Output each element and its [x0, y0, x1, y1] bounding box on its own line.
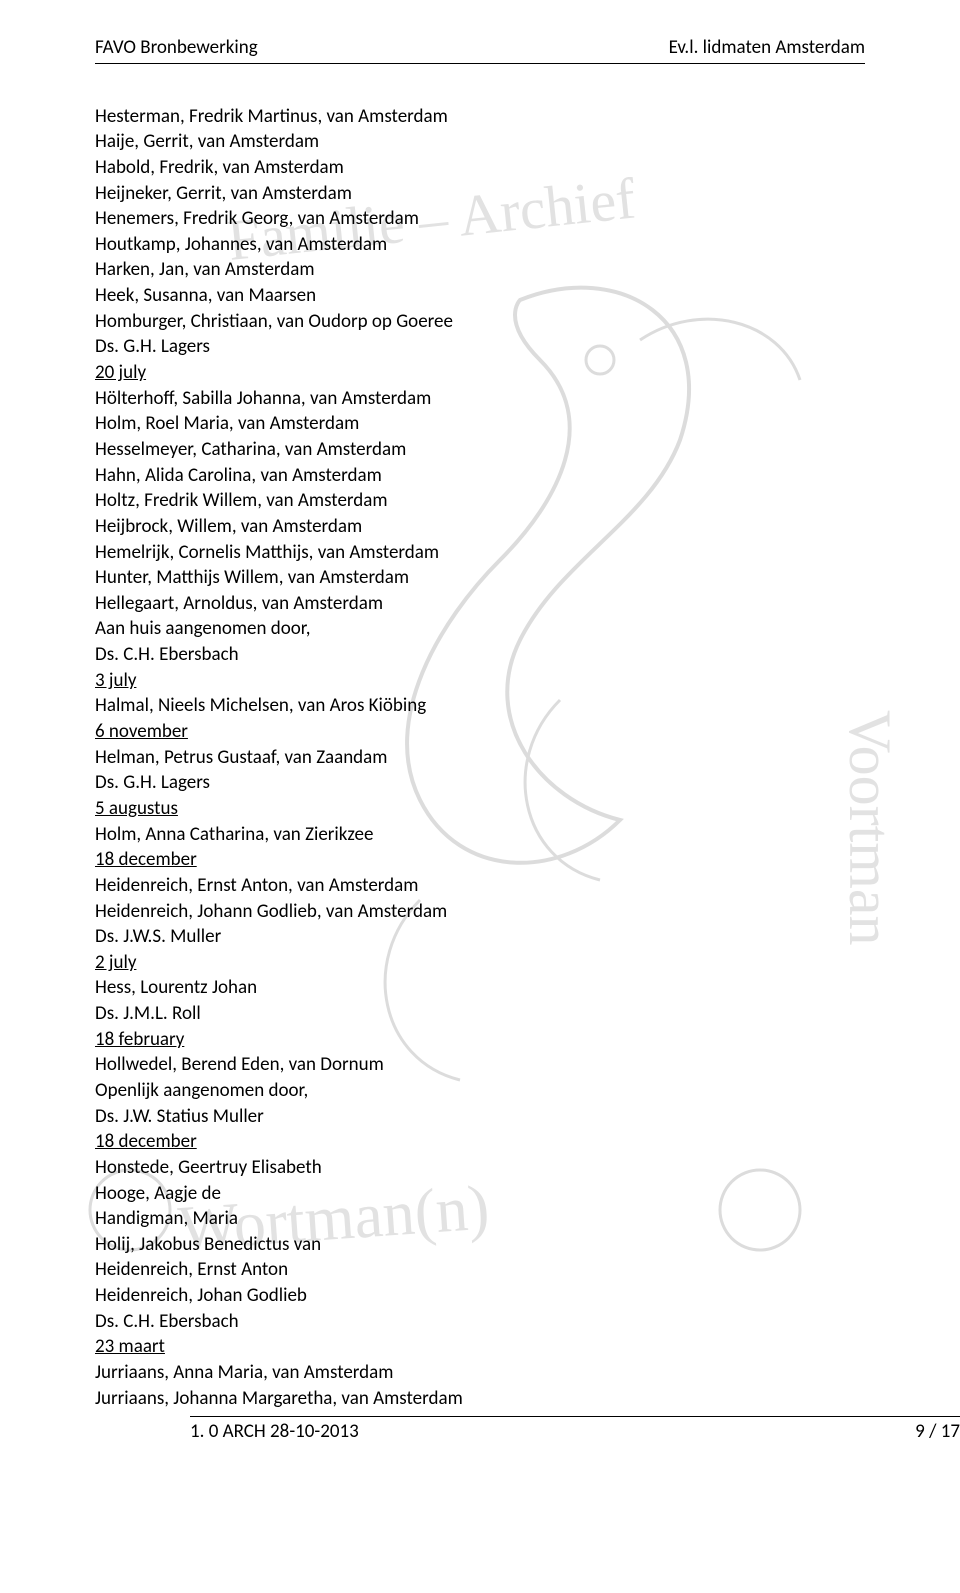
- entry-line: Heidenreich, Johann Godlieb, van Amsterd…: [95, 899, 865, 925]
- entry-line: Heijbrock, Willem, van Amsterdam: [95, 514, 865, 540]
- entry-line: Ds. J.W.S. Muller: [95, 924, 865, 950]
- date-line: 18 december: [95, 1129, 865, 1155]
- document-body: Hesterman, Fredrik Martinus, van Amsterd…: [95, 104, 865, 1412]
- entry-line: Hesselmeyer, Catharina, van Amsterdam: [95, 437, 865, 463]
- entry-line: Henemers, Fredrik Georg, van Amsterdam: [95, 206, 865, 232]
- entry-line: Hölterhoff, Sabilla Johanna, van Amsterd…: [95, 386, 865, 412]
- entry-line: Harken, Jan, van Amsterdam: [95, 257, 865, 283]
- entry-line: Hemelrijk, Cornelis Matthijs, van Amster…: [95, 540, 865, 566]
- entry-line: Handigman, Maria: [95, 1206, 865, 1232]
- entry-line: Ds. C.H. Ebersbach: [95, 1309, 865, 1335]
- entry-line: Holij, Jakobus Benedictus van: [95, 1232, 865, 1258]
- page-footer: 1. 0 ARCH 28-10-2013 9 / 17: [190, 1416, 960, 1445]
- entry-line: Hooge, Aagje de: [95, 1181, 865, 1207]
- entry-line: Halmal, Nieels Michelsen, van Aros Kiöbi…: [95, 693, 865, 719]
- entry-line: Ds. J.W. Statius Muller: [95, 1104, 865, 1130]
- entry-line: Holtz, Fredrik Willem, van Amsterdam: [95, 488, 865, 514]
- entry-line: Holm, Anna Catharina, van Zierikzee: [95, 822, 865, 848]
- date-line: 5 augustus: [95, 796, 865, 822]
- entry-line: Ds. G.H. Lagers: [95, 770, 865, 796]
- entry-line: Holm, Roel Maria, van Amsterdam: [95, 411, 865, 437]
- page-header: FAVO Bronbewerking Ev.l. lidmaten Amster…: [95, 35, 865, 64]
- header-left: FAVO Bronbewerking: [95, 35, 258, 61]
- date-line: 18 february: [95, 1027, 865, 1053]
- date-line: 6 november: [95, 719, 865, 745]
- entry-line: Heidenreich, Ernst Anton: [95, 1257, 865, 1283]
- date-line: 18 december: [95, 847, 865, 873]
- date-line: 20 july: [95, 360, 865, 386]
- footer-right: 9 / 17: [915, 1419, 960, 1445]
- entry-line: Helman, Petrus Gustaaf, van Zaandam: [95, 745, 865, 771]
- document-page: Familie – Archief Voortman Wortman(n) FA…: [0, 0, 960, 1593]
- entry-line: Homburger, Christiaan, van Oudorp op Goe…: [95, 309, 865, 335]
- entry-line: Honstede, Geertruy Elisabeth: [95, 1155, 865, 1181]
- entry-line: Hellegaart, Arnoldus, van Amsterdam: [95, 591, 865, 617]
- entry-line: Hesterman, Fredrik Martinus, van Amsterd…: [95, 104, 865, 130]
- entry-line: Jurriaans, Anna Maria, van Amsterdam: [95, 1360, 865, 1386]
- entry-line: Hollwedel, Berend Eden, van Dornum: [95, 1052, 865, 1078]
- footer-left: 1. 0 ARCH 28-10-2013: [190, 1419, 359, 1445]
- entry-line: Habold, Fredrik, van Amsterdam: [95, 155, 865, 181]
- entry-line: Heidenreich, Johan Godlieb: [95, 1283, 865, 1309]
- entry-line: Hahn, Alida Carolina, van Amsterdam: [95, 463, 865, 489]
- entry-line: Hess, Lourentz Johan: [95, 975, 865, 1001]
- entry-line: Heijneker, Gerrit, van Amsterdam: [95, 181, 865, 207]
- entry-line: Haije, Gerrit, van Amsterdam: [95, 129, 865, 155]
- header-right: Ev.l. lidmaten Amsterdam: [669, 35, 865, 61]
- date-line: 2 july: [95, 950, 865, 976]
- entry-line: Houtkamp, Johannes, van Amsterdam: [95, 232, 865, 258]
- date-line: 3 july: [95, 668, 865, 694]
- entry-line: Heidenreich, Ernst Anton, van Amsterdam: [95, 873, 865, 899]
- entry-line: Jurriaans, Johanna Margaretha, van Amste…: [95, 1386, 865, 1412]
- entry-line: Aan huis aangenomen door,: [95, 616, 865, 642]
- entry-line: Openlijk aangenomen door,: [95, 1078, 865, 1104]
- entry-line: Hunter, Matthijs Willem, van Amsterdam: [95, 565, 865, 591]
- date-line: 23 maart: [95, 1334, 865, 1360]
- entry-line: Heek, Susanna, van Maarsen: [95, 283, 865, 309]
- entry-line: Ds. C.H. Ebersbach: [95, 642, 865, 668]
- entry-line: Ds. G.H. Lagers: [95, 334, 865, 360]
- entry-line: Ds. J.M.L. Roll: [95, 1001, 865, 1027]
